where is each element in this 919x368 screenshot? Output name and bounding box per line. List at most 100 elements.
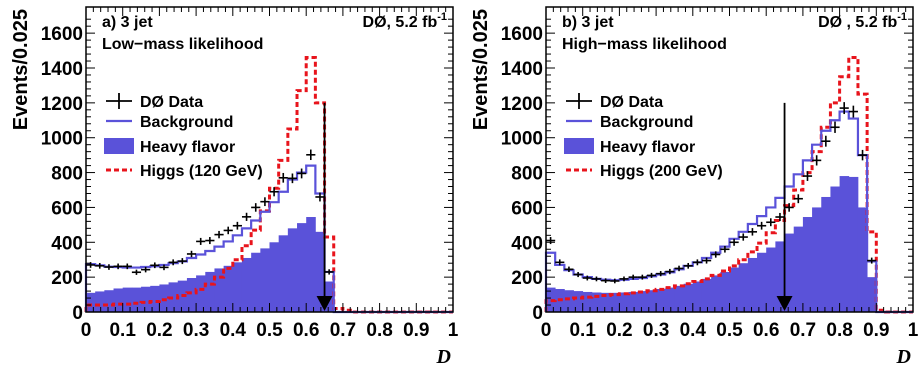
- data-point: [793, 194, 803, 204]
- y-tick-label: 200: [511, 268, 543, 289]
- data-point: [306, 149, 316, 161]
- data-point: [159, 264, 169, 271]
- data-point: [555, 259, 565, 266]
- y-tick-label: 1400: [41, 59, 83, 80]
- y-tick-label: 1000: [501, 129, 543, 150]
- data-point: [564, 266, 574, 273]
- data-point: [95, 262, 105, 269]
- panel-label: a) 3 jet: [102, 14, 153, 31]
- legend-entry-data: DØ Data: [600, 94, 663, 111]
- data-point: [168, 259, 178, 266]
- y-tick-label: 0: [532, 303, 543, 324]
- heavy-flavor-bar: [223, 265, 234, 312]
- data-point: [573, 271, 583, 278]
- x-tick-label: 0.2: [146, 320, 172, 341]
- heavy-flavor-bar: [315, 231, 325, 312]
- data-point: [141, 266, 151, 273]
- heavy-flavor-bar: [720, 271, 730, 312]
- data-point: [241, 212, 252, 221]
- data-point: [830, 121, 840, 133]
- data-point: [205, 237, 215, 245]
- experiment-label: DØ, 5.2 fb-1: [363, 11, 447, 31]
- y-axis-label: Events/0.025: [470, 9, 492, 130]
- heavy-flavor-layer: [546, 176, 877, 312]
- data-layer: [546, 102, 877, 284]
- x-axis-label: D: [896, 346, 911, 368]
- data-point: [701, 257, 712, 264]
- data-point: [104, 264, 114, 270]
- heavy-flavor-bar: [665, 287, 675, 312]
- data-point: [287, 173, 298, 184]
- data-point: [251, 203, 261, 212]
- data-point: [857, 149, 868, 161]
- data-point: [656, 271, 666, 277]
- heavy-flavor-bar: [683, 283, 694, 312]
- y-tick-label: 800: [511, 164, 543, 185]
- heavy-flavor-bar: [141, 286, 151, 312]
- data-point: [223, 226, 233, 235]
- heavy-flavor-bar: [646, 290, 657, 312]
- x-tick-label: 0.4: [680, 320, 707, 341]
- y-tick-label: 400: [51, 233, 83, 254]
- heavy-flavor-bar: [757, 252, 767, 312]
- data-point: [122, 263, 132, 270]
- heavy-flavor-bar: [131, 287, 142, 312]
- higgs-histogram: [84, 56, 453, 314]
- heavy-flavor-bar: [251, 252, 261, 312]
- data-point: [186, 250, 197, 258]
- cut-arrowhead: [776, 296, 793, 311]
- legend-entry-higgs: Higgs (120 GeV): [140, 163, 263, 180]
- heavy-flavor-bar: [601, 292, 611, 312]
- data-point: [812, 155, 822, 166]
- tick-labels-a: 0 0.1 0.2 0.3 0.4 0.5 0.6 0.7 0.8 0.9 1 0 200 400 600 8…: [41, 24, 459, 341]
- data-point: [821, 135, 831, 147]
- y-tick-label: 400: [511, 233, 543, 254]
- heavy-flavor-bar: [802, 217, 813, 312]
- x-tick-label: 1: [908, 320, 919, 341]
- heavy-flavor-bar: [839, 176, 850, 312]
- heavy-flavor-bar: [269, 242, 280, 312]
- tick-labels-b: 0 0.1 0.2 0.3 0.4 0.5 0.6 0.7 0.8 0.9 1 0 200 400 600 8…: [501, 24, 919, 341]
- x-tick-label: 0.5: [256, 320, 283, 341]
- heavy-flavor-bar: [113, 288, 124, 312]
- data-point: [131, 269, 142, 275]
- x-tick-label: 0.5: [716, 320, 743, 341]
- heavy-flavor-bar: [186, 278, 197, 312]
- panel-subtitle: High−mass likelihood: [562, 36, 727, 53]
- x-tick-label: 0.9: [863, 320, 889, 341]
- heavy-flavor-bar: [150, 285, 160, 312]
- y-tick-label: 200: [51, 268, 83, 289]
- ticks-b: [545, 7, 914, 313]
- x-tick-label: 0.1: [109, 320, 136, 341]
- heavy-flavor-bar: [104, 290, 114, 312]
- data-point: [683, 262, 693, 269]
- data-point: [269, 187, 279, 197]
- data-point: [757, 221, 767, 230]
- data-point: [546, 237, 556, 245]
- legend-swatch-heavy-flavor: [564, 138, 594, 154]
- data-point: [711, 251, 721, 258]
- higgs-layer: [84, 56, 453, 314]
- higgs-layer: [544, 56, 913, 314]
- data-point: [802, 171, 813, 181]
- heavy-flavor-bar: [692, 281, 703, 312]
- heavy-flavor-bar: [241, 257, 252, 312]
- data-point: [692, 259, 702, 266]
- y-tick-label: 1200: [501, 94, 543, 115]
- heavy-flavor-bar: [848, 176, 859, 312]
- data-point: [747, 228, 758, 236]
- panel-subtitle: Low−mass likelihood: [102, 36, 263, 53]
- heavy-flavor-bar: [306, 217, 316, 312]
- heavy-flavor-bar: [196, 275, 206, 312]
- heavy-flavor-bar: [122, 287, 133, 312]
- heavy-flavor-bar: [821, 196, 831, 312]
- y-tick-label: 1200: [41, 94, 83, 115]
- data-point: [582, 275, 592, 281]
- lumi-exponent: -1: [897, 11, 907, 23]
- x-tick-label: 0.4: [220, 320, 247, 341]
- data-point: [674, 265, 684, 272]
- data-point: [729, 238, 739, 246]
- data-point: [720, 245, 730, 253]
- x-tick-label: 0.7: [790, 320, 816, 341]
- heavy-flavor-bar: [287, 228, 298, 312]
